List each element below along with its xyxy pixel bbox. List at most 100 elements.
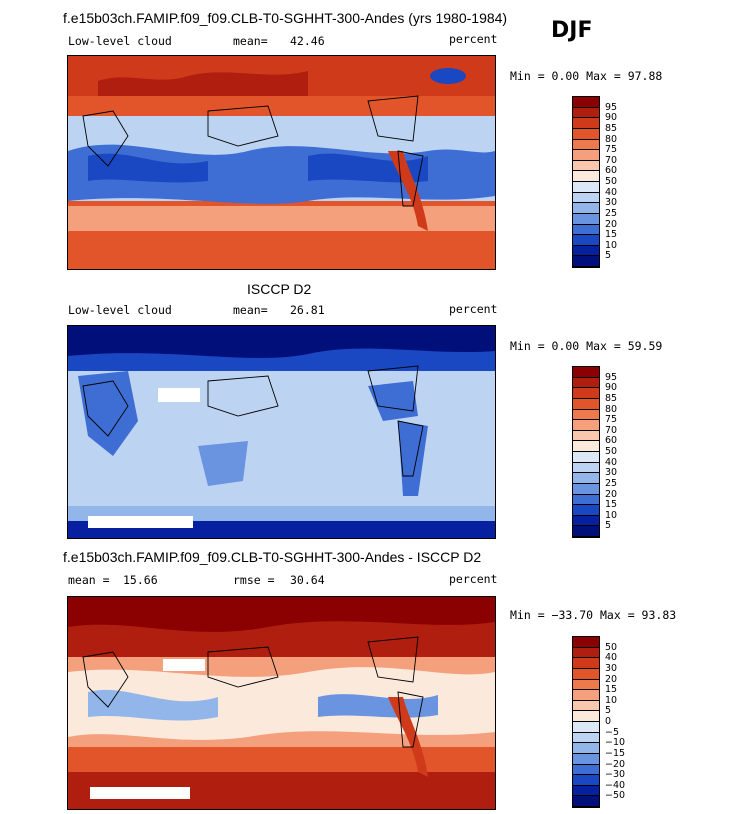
panel-2-colorbar-tick-label: 30: [605, 467, 618, 479]
panel-1-colorbar-tick-label: 60: [605, 165, 618, 177]
panel-3-colorbar-swatch: [573, 753, 599, 765]
panel-3-colorbar-tick-label: 20: [605, 673, 618, 685]
panel-1-colorbar-tick-label: 85: [605, 122, 618, 134]
panel-2-colorbar-tick-label: 80: [605, 403, 618, 415]
panel-3-colorbar-tick-label: −15: [605, 747, 626, 759]
panel-1-colorbar-tick-label: 75: [605, 144, 618, 156]
panel-2-colorbar-tick-label: 75: [605, 414, 618, 426]
panel-3-colorbar-tick-label: 5: [605, 705, 612, 717]
panel-1-colorbar-swatch: [573, 192, 599, 204]
panel-3-colorbar-swatch: [573, 658, 599, 669]
panel-2-colorbar-tick-label: 25: [605, 477, 618, 489]
panel-2-colorbar-tick-label: 70: [605, 424, 618, 436]
panel-3-colorbar-tick-label: −50: [605, 790, 626, 802]
panel-1-colorbar-swatch: [573, 256, 599, 267]
panel-3-colorbar-swatch: [573, 647, 599, 659]
panel-2-colorbar-swatch: [573, 420, 599, 431]
panel-2-colorbar-swatch: [573, 452, 599, 463]
panel-1-colorbar-tick-label: 30: [605, 197, 618, 209]
panel-2-colorbar-tick-label: 60: [605, 435, 618, 447]
panel-1-colorbar-swatch: [573, 160, 599, 172]
panel-3-mean-value: 15.66: [123, 573, 158, 587]
panel-3-colorbar-tick-label: 0: [605, 716, 612, 727]
panel-1-colorbar-tick-label: 70: [605, 154, 618, 166]
panel-3-colorbar-tick-label: −30: [605, 769, 626, 781]
panel-1-colorbar-tick-label: 90: [605, 112, 618, 124]
panel-3-colorbar-tick-label: −10: [605, 737, 626, 749]
panel-3-mean-label: mean =: [68, 573, 110, 587]
panel-2-colorbar-swatch: [573, 483, 599, 495]
panel-1-units: percent: [449, 32, 498, 46]
panel-2-colorbar-swatch: [573, 377, 599, 389]
panel-2-colorbar-swatch: [573, 505, 599, 516]
panel-3-map: [67, 596, 496, 810]
panel-3-colorbar-swatch: [573, 690, 599, 701]
panel-2-minmax: Min = 0.00 Max = 59.59: [510, 339, 663, 353]
panel-1-colorbar-tick-label: 40: [605, 186, 618, 198]
panel-1-colorbar-swatch: [573, 171, 599, 182]
panel-3-colorbar: 50 40 30 20 15 10 5 0 −5 −10 −15 −20 −30 −40 −50: [572, 636, 625, 808]
panel-2-colorbar-tick-label: 85: [605, 392, 618, 404]
panel-3-minmax: Min = −33.70 Max = 93.83: [510, 608, 677, 622]
panel-1-minmax: Min = 0.00 Max = 97.88: [510, 69, 663, 83]
panel-1-field-label: Low-level cloud: [68, 34, 172, 48]
panel-3-colorbar-tick-label: −5: [605, 726, 620, 738]
panel-2-colorbar-tick-label: 20: [605, 488, 618, 500]
panel-1-colorbar-swatch: [573, 150, 599, 161]
season-label: DJF: [551, 18, 593, 43]
panel-3-colorbar-swatch: [573, 700, 599, 712]
panel-1-map: [67, 55, 496, 270]
panel-1-colorbar-swatch: [573, 224, 599, 236]
panel-2-colorbar-swatch: [573, 462, 599, 474]
panel-3-units: percent: [449, 572, 498, 586]
panel-3-colorbar-swatch: [573, 785, 599, 797]
panel-3-colorbar-tick-label: 15: [605, 684, 618, 696]
panel-3-colorbar-tick-label: 50: [605, 641, 618, 653]
panel-1-colorbar-tick-label: 5: [605, 250, 612, 262]
panel-3-colorbar-tick-label: −40: [605, 779, 626, 791]
panel-1-colorbar-swatch: [573, 203, 599, 214]
panel-1-title: f.e15b03ch.FAMIP.f09_f09.CLB-T0-SGHHT-30…: [63, 10, 508, 26]
panel-2-colorbar: 95 90 85 80 75 70 60 50 40 30 25 20 15 10 5: [572, 366, 617, 538]
panel-3-colorbar-swatch: [573, 637, 599, 648]
panel-2-colorbar-swatch: [573, 430, 599, 442]
panel-2-units: percent: [449, 302, 498, 316]
panel-1-colorbar-tick-label: 95: [605, 101, 618, 113]
panel-2-mean-value: 26.81: [290, 303, 325, 317]
panel-1-colorbar: 95 90 85 80 75 70 60 50 40 30 25 20 15 10 5: [572, 96, 617, 268]
panel-2-colorbar-tick-label: 15: [605, 499, 618, 511]
panel-1-mean-label: mean=: [233, 34, 268, 48]
panel-2-field-label: Low-level cloud: [68, 303, 172, 317]
panel-1-colorbar-swatch: [573, 139, 599, 151]
panel-3-colorbar-swatch: [573, 679, 599, 691]
panel-1-mean-value: 42.46: [290, 34, 325, 48]
panel-3-colorbar-swatch: [573, 668, 599, 680]
panel-3-colorbar-swatch: [573, 722, 599, 733]
panel-2-colorbar-swatch: [573, 494, 599, 506]
panel-3-colorbar-swatch: [573, 732, 599, 744]
panel-2-colorbar-swatch: [573, 388, 599, 399]
panel-3-colorbar-tick-label: −20: [605, 758, 626, 770]
panel-1-colorbar-tick-label: 25: [605, 207, 618, 219]
panel-2-colorbar-swatch: [573, 409, 599, 421]
panel-1-colorbar-tick-label: 50: [605, 176, 618, 187]
panel-3-map-field: [68, 597, 495, 809]
panel-2-colorbar-swatch: [573, 515, 599, 527]
panel-2-mean-label: mean=: [233, 303, 268, 317]
panel-2-colorbar-tick-label: 40: [605, 456, 618, 468]
panel-2-colorbar-swatch: [573, 398, 599, 410]
panel-3-rmse-value: 30.64: [290, 573, 325, 587]
panel-3-colorbar-tick-label: 10: [605, 694, 618, 706]
panel-2-colorbar-tick-label: 10: [605, 509, 618, 521]
panel-2-colorbar-swatch: [573, 367, 599, 378]
panel-3-colorbar-swatch: [573, 796, 599, 807]
panel-1-colorbar-swatch: [573, 118, 599, 129]
panel-1-colorbar-swatch: [573, 97, 599, 108]
panel-1-colorbar-swatch: [573, 235, 599, 246]
panel-1-colorbar-swatch: [573, 107, 599, 119]
panel-1-colorbar-swatch: [573, 245, 599, 257]
panel-1-map-field: [68, 56, 495, 269]
panel-3-title: f.e15b03ch.FAMIP.f09_f09.CLB-T0-SGHHT-30…: [63, 549, 482, 565]
panel-1-colorbar-tick-label: 80: [605, 133, 618, 145]
panel-3-colorbar-tick-label: 40: [605, 652, 618, 664]
